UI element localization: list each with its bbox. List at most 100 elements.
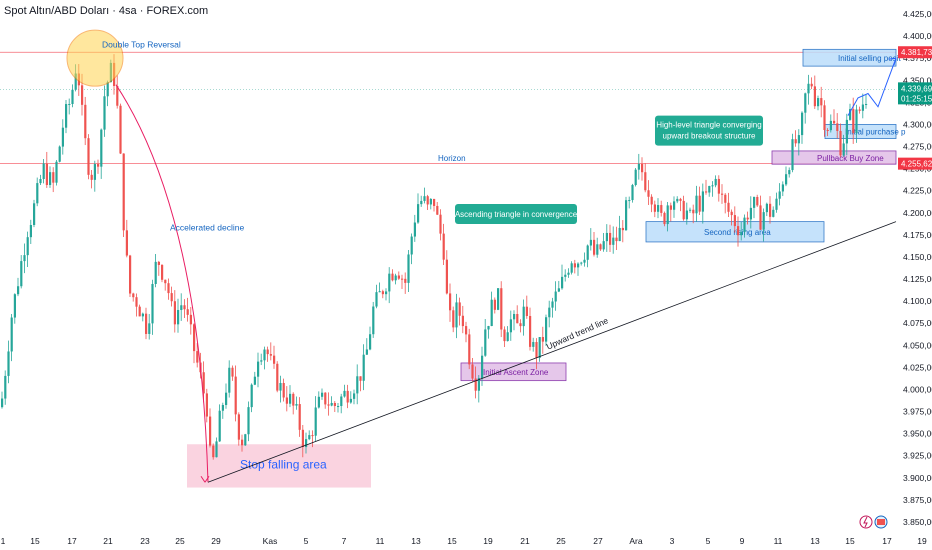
candle-body <box>225 392 228 405</box>
x-tick-label: 23 <box>140 536 150 546</box>
candle-body <box>785 174 788 185</box>
x-tick-label: 29 <box>211 536 221 546</box>
candle-body <box>17 286 20 295</box>
candle-body <box>340 396 343 407</box>
candle-body <box>135 297 138 307</box>
candle-body <box>164 279 167 284</box>
level-price-tag <box>898 46 932 59</box>
candle-body <box>525 306 528 316</box>
candle-body <box>13 294 16 318</box>
candle-body <box>644 172 647 191</box>
candle-body <box>170 293 173 302</box>
y-tick-label: 4.300,00 <box>903 119 932 129</box>
pullback-zone <box>771 150 897 165</box>
candle-body <box>497 288 500 310</box>
y-tick-label: 4.150,00 <box>903 252 932 262</box>
candle-body <box>65 104 68 128</box>
candle-body <box>353 393 356 399</box>
y-tick-label: 4.200,00 <box>903 208 932 218</box>
candle-body <box>468 334 471 365</box>
candle-body <box>663 212 666 225</box>
candle-body <box>705 191 708 193</box>
candle-body <box>180 305 183 310</box>
candle-body <box>721 193 724 195</box>
candle-body <box>231 367 234 377</box>
candle-body <box>628 200 631 202</box>
candle-body <box>253 376 256 385</box>
candle-body <box>173 301 176 325</box>
candle-body <box>321 392 324 397</box>
candle-body <box>388 273 391 292</box>
y-tick-label: 3.900,00 <box>903 473 932 483</box>
candle-body <box>148 323 151 334</box>
candle-body <box>689 209 692 211</box>
candle-body <box>535 342 538 358</box>
y-tick-label: 3.950,00 <box>903 429 932 439</box>
x-tick-label: 19 <box>483 536 493 546</box>
candle-body <box>753 196 756 208</box>
candle-body <box>378 291 381 293</box>
candle-body <box>849 109 852 120</box>
grid-layer <box>0 51 896 165</box>
candle-body <box>429 198 432 205</box>
candle-body <box>756 196 759 206</box>
x-tick-label: 11 <box>376 536 385 546</box>
candle-body <box>826 129 829 131</box>
candle-body <box>58 146 61 162</box>
initial-ascent-label: Initial Ascent Zone <box>483 368 549 377</box>
candle-body <box>417 204 420 223</box>
candle-body <box>807 83 810 94</box>
candle-body <box>573 263 576 268</box>
candle-body <box>209 416 212 446</box>
candle-body <box>631 185 634 201</box>
candle-body <box>247 407 250 435</box>
y-tick-label: 4.275,00 <box>903 142 932 152</box>
candle-body <box>52 172 55 183</box>
candle-body <box>561 276 564 289</box>
candle-body <box>385 291 388 295</box>
double-top-label: Double Top Reversal <box>102 40 181 50</box>
candle-body <box>1 398 4 408</box>
accelerated-label: Accelerated decline <box>170 222 244 232</box>
level-price-value: 4.381,73 <box>901 48 932 57</box>
candle-body <box>730 211 733 216</box>
candle-body <box>266 349 269 355</box>
candle-body <box>465 326 468 335</box>
candle-body <box>599 244 602 250</box>
candle-body <box>292 393 295 406</box>
candle-body <box>676 198 679 202</box>
candle-body <box>836 123 839 131</box>
y-tick-label: 4.000,00 <box>903 384 932 394</box>
candle-body <box>682 200 685 220</box>
axis-layer: 4.425,004.400,004.375,004.350,004.325,00… <box>1 9 932 546</box>
candle-body <box>145 313 148 334</box>
pullback-label: Pullback Buy Zone <box>817 154 884 163</box>
x-tick-label: 19 <box>917 536 927 546</box>
initial-purchase-zone <box>824 124 897 139</box>
candle-body <box>855 109 858 134</box>
candle-body <box>589 239 592 246</box>
candle-body <box>545 317 548 342</box>
candle-body <box>138 306 141 317</box>
y-tick-label: 4.100,00 <box>903 296 932 306</box>
candle-body <box>580 262 583 264</box>
candle-body <box>554 291 557 302</box>
candle-body <box>407 254 410 283</box>
candle-body <box>852 109 855 134</box>
candle-body <box>394 275 397 281</box>
candle-body <box>23 255 26 262</box>
candle-body <box>493 299 496 310</box>
initial-purchase-label: Initial purchase p <box>845 128 906 137</box>
candle-body <box>743 217 746 233</box>
y-tick-label: 4.350,00 <box>903 75 932 85</box>
candle-body <box>442 233 445 260</box>
candle-body <box>301 429 304 448</box>
chart-title: Spot Altın/ABD Doları · 4sa · FOREX.com <box>4 5 209 17</box>
candle-body <box>477 378 480 391</box>
y-tick-label: 4.425,00 <box>903 9 932 19</box>
candle-body <box>33 203 36 226</box>
candle-body <box>615 237 618 242</box>
candle-body <box>132 293 135 298</box>
candle-body <box>426 196 429 205</box>
